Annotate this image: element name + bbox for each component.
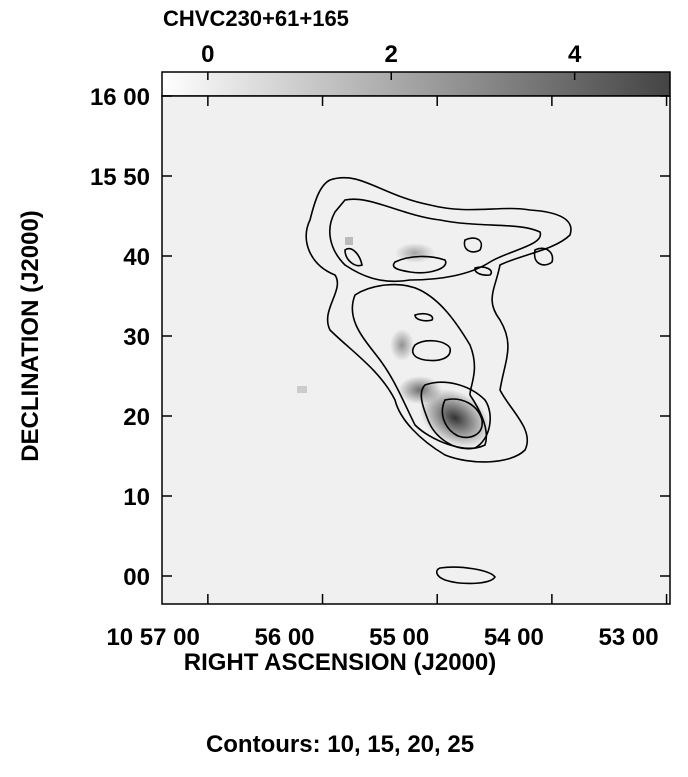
x-tick-label: 56 00: [254, 624, 314, 651]
y-tick-label: 20: [123, 404, 150, 431]
colorbar-tick-label: 2: [385, 41, 398, 68]
plot-area: [161, 95, 671, 605]
x-tick-label: 10 57 00: [106, 624, 199, 651]
y-tick-label: 10: [123, 484, 150, 511]
x-tick-label: 54 00: [484, 624, 544, 651]
y-axis-label: DECLINATION (J2000): [17, 210, 44, 462]
y-tick-label: 16 00: [90, 84, 150, 111]
emission: [297, 237, 491, 448]
colorbar-tick-label: 0: [201, 41, 214, 68]
y-tick-label: 15 50: [90, 164, 150, 191]
y-tick-label: 40: [123, 244, 150, 271]
title: CHVC230+61+165: [163, 6, 349, 31]
colorbar-tick-label: 4: [568, 41, 582, 68]
contours: [305, 176, 572, 585]
y-tick-label: 30: [123, 324, 150, 351]
x-tick-label: 55 00: [369, 624, 429, 651]
note: Contours: 10, 15, 20, 25: [206, 731, 474, 758]
x-tick-label: 53 00: [598, 624, 658, 651]
x-axis-label: RIGHT ASCENSION (J2000): [184, 649, 497, 676]
y-tick-label: 00: [123, 564, 150, 591]
colorbar: [161, 71, 671, 97]
